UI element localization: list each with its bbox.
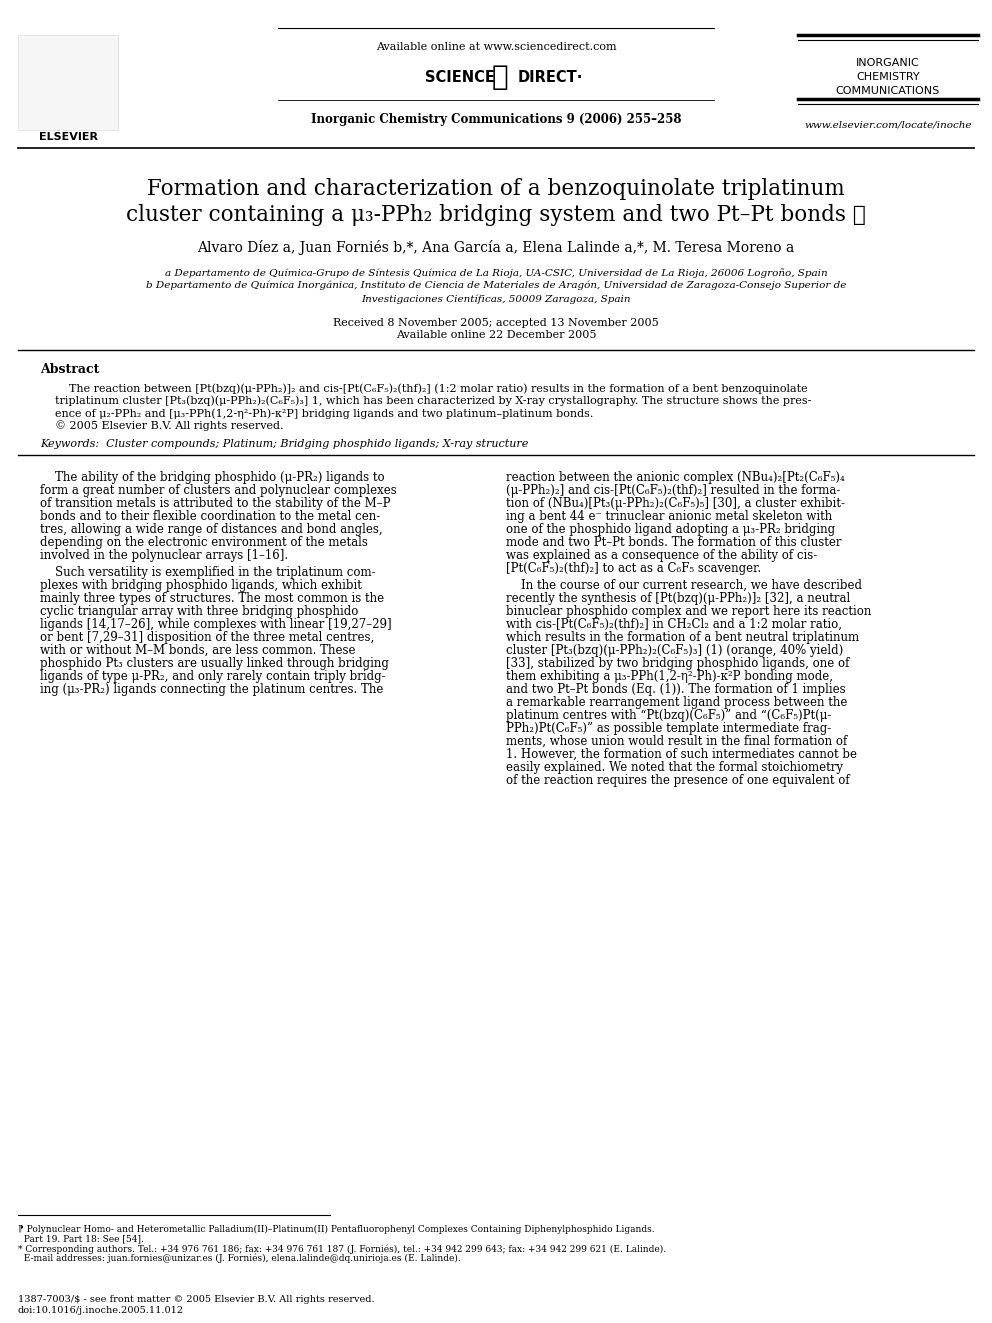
Text: Received 8 November 2005; accepted 13 November 2005: Received 8 November 2005; accepted 13 No… <box>333 318 659 328</box>
Text: INORGANIC: INORGANIC <box>856 58 920 67</box>
Text: www.elsevier.com/locate/inoche: www.elsevier.com/locate/inoche <box>805 120 972 130</box>
Text: ligands of type μ-PR₂, and only rarely contain triply bridg-: ligands of type μ-PR₂, and only rarely c… <box>40 669 386 683</box>
Text: ing (μ₃-PR₂) ligands connecting the platinum centres. The: ing (μ₃-PR₂) ligands connecting the plat… <box>40 683 383 696</box>
Text: ing a bent 44 e⁻ trinuclear anionic metal skeleton with: ing a bent 44 e⁻ trinuclear anionic meta… <box>506 509 832 523</box>
Text: was explained as a consequence of the ability of cis-: was explained as a consequence of the ab… <box>506 549 817 562</box>
Text: ⁋ Polynuclear Homo- and Heterometallic Palladium(II)–Platinum(II) Pentafluorophe: ⁋ Polynuclear Homo- and Heterometallic P… <box>18 1225 655 1234</box>
Text: ence of μ₂-PPh₂ and [μ₃-PPh(1,2-η²-Ph)-κ²P] bridging ligands and two platinum–pl: ence of μ₂-PPh₂ and [μ₃-PPh(1,2-η²-Ph)-κ… <box>55 407 593 418</box>
Text: Formation and characterization of a benzoquinolate triplatinum: Formation and characterization of a benz… <box>147 179 845 200</box>
Text: binuclear phosphido complex and we report here its reaction: binuclear phosphido complex and we repor… <box>506 605 871 618</box>
Text: DIRECT·: DIRECT· <box>518 70 583 85</box>
Text: platinum centres with “Pt(bzq)(C₆F₅)” and “(C₆F₅)Pt(μ-: platinum centres with “Pt(bzq)(C₆F₅)” an… <box>506 709 831 722</box>
Text: CHEMISTRY: CHEMISTRY <box>856 71 920 82</box>
Text: one of the phosphido ligand adopting a μ₃-PR₂ bridging: one of the phosphido ligand adopting a μ… <box>506 523 835 536</box>
Text: Part 19. Part 18: See [54].: Part 19. Part 18: See [54]. <box>18 1234 144 1244</box>
Text: which results in the formation of a bent neutral triplatinum: which results in the formation of a bent… <box>506 631 859 644</box>
Text: cluster containing a μ₃-PPh₂ bridging system and two Pt–Pt bonds ☆: cluster containing a μ₃-PPh₂ bridging sy… <box>126 204 866 226</box>
Text: a remarkable rearrangement ligand process between the: a remarkable rearrangement ligand proces… <box>506 696 847 709</box>
Text: cyclic triangular array with three bridging phosphido: cyclic triangular array with three bridg… <box>40 605 358 618</box>
Text: triplatinum cluster [Pt₃(bzq)(μ-PPh₂)₂(C₆F₅)₃] 1, which has been characterized b: triplatinum cluster [Pt₃(bzq)(μ-PPh₂)₂(C… <box>55 396 811 406</box>
Text: them exhibiting a μ₃-PPh(1,2-η²-Ph)-κ²P bonding mode,: them exhibiting a μ₃-PPh(1,2-η²-Ph)-κ²P … <box>506 669 833 683</box>
Text: of the reaction requires the presence of one equivalent of: of the reaction requires the presence of… <box>506 774 849 787</box>
Text: of transition metals is attributed to the stability of the M–P: of transition metals is attributed to th… <box>40 497 391 509</box>
Text: E-mail addresses: juan.fornies@unizar.es (J. Forniés), elena.lalinde@dq.unirioja: E-mail addresses: juan.fornies@unizar.es… <box>18 1253 460 1263</box>
Text: ELSEVIER: ELSEVIER <box>39 132 97 142</box>
Text: 1387-7003/$ - see front matter © 2005 Elsevier B.V. All rights reserved.: 1387-7003/$ - see front matter © 2005 El… <box>18 1295 375 1304</box>
Text: Alvaro Díez a, Juan Forniés b,*, Ana García a, Elena Lalinde a,*, M. Teresa More: Alvaro Díez a, Juan Forniés b,*, Ana Gar… <box>197 239 795 255</box>
Text: SCIENCE: SCIENCE <box>425 70 495 85</box>
Text: plexes with bridging phosphido ligands, which exhibit: plexes with bridging phosphido ligands, … <box>40 579 362 591</box>
Text: tion of (NBu₄)[Pt₃(μ-PPh₂)₂(C₆F₅)₅] [30], a cluster exhibit-: tion of (NBu₄)[Pt₃(μ-PPh₂)₂(C₆F₅)₅] [30]… <box>506 497 845 509</box>
Text: (μ-PPh₂)₂] and cis-[Pt(C₆F₅)₂(thf)₂] resulted in the forma-: (μ-PPh₂)₂] and cis-[Pt(C₆F₅)₂(thf)₂] res… <box>506 484 840 497</box>
Text: depending on the electronic environment of the metals: depending on the electronic environment … <box>40 536 368 549</box>
Text: Such versatility is exemplified in the triplatinum com-: Such versatility is exemplified in the t… <box>40 566 376 579</box>
Text: with cis-[Pt(C₆F₅)₂(thf)₂] in CH₂Cl₂ and a 1:2 molar ratio,: with cis-[Pt(C₆F₅)₂(thf)₂] in CH₂Cl₂ and… <box>506 618 842 631</box>
Text: 1. However, the formation of such intermediates cannot be: 1. However, the formation of such interm… <box>506 747 857 761</box>
Text: Abstract: Abstract <box>40 363 99 376</box>
Text: phosphido Pt₃ clusters are usually linked through bridging: phosphido Pt₃ clusters are usually linke… <box>40 658 389 669</box>
Text: Keywords:  Cluster compounds; Platinum; Bridging phosphido ligands; X-ray struct: Keywords: Cluster compounds; Platinum; B… <box>40 439 529 448</box>
Text: mainly three types of structures. The most common is the: mainly three types of structures. The mo… <box>40 591 384 605</box>
Text: [33], stabilized by two bridging phosphido ligands, one of: [33], stabilized by two bridging phosphi… <box>506 658 849 669</box>
Text: In the course of our current research, we have described: In the course of our current research, w… <box>506 579 862 591</box>
Text: The reaction between [Pt(bzq)(μ-PPh₂)]₂ and cis-[Pt(C₆F₅)₂(thf)₂] (1:2 molar rat: The reaction between [Pt(bzq)(μ-PPh₂)]₂ … <box>55 382 807 393</box>
Text: [Pt(C₆F₅)₂(thf)₂] to act as a C₆F₅ scavenger.: [Pt(C₆F₅)₂(thf)₂] to act as a C₆F₅ scave… <box>506 562 761 576</box>
Text: PPh₂)Pt(C₆F₅)” as possible template intermediate frag-: PPh₂)Pt(C₆F₅)” as possible template inte… <box>506 722 831 736</box>
Text: ⓓ: ⓓ <box>492 64 508 91</box>
Text: © 2005 Elsevier B.V. All rights reserved.: © 2005 Elsevier B.V. All rights reserved… <box>55 421 284 431</box>
Text: ligands [14,17–26], while complexes with linear [19,27–29]: ligands [14,17–26], while complexes with… <box>40 618 392 631</box>
Text: recently the synthesis of [Pt(bzq)(μ-PPh₂)]₂ [32], a neutral: recently the synthesis of [Pt(bzq)(μ-PPh… <box>506 591 850 605</box>
Text: a Departamento de Química-Grupo de Síntesis Química de La Rioja, UA-CSIC, Univer: a Departamento de Química-Grupo de Sínte… <box>165 269 827 278</box>
Text: COMMUNICATIONS: COMMUNICATIONS <box>836 86 940 97</box>
Text: bonds and to their flexible coordination to the metal cen-: bonds and to their flexible coordination… <box>40 509 380 523</box>
Text: tres, allowing a wide range of distances and bond angles,: tres, allowing a wide range of distances… <box>40 523 383 536</box>
Text: mode and two Pt–Pt bonds. The formation of this cluster: mode and two Pt–Pt bonds. The formation … <box>506 536 841 549</box>
Text: b Departamento de Química Inorgánica, Instituto de Ciencia de Materiales de Arag: b Departamento de Química Inorgánica, In… <box>146 280 846 291</box>
Bar <box>18 34 118 130</box>
Text: cluster [Pt₃(bzq)(μ-PPh₂)₂(C₆F₅)₃] (1) (orange, 40% yield): cluster [Pt₃(bzq)(μ-PPh₂)₂(C₆F₅)₃] (1) (… <box>506 644 843 658</box>
Text: * Corresponding authors. Tel.: +34 976 761 186; fax: +34 976 761 187 (J. Forniés: * Corresponding authors. Tel.: +34 976 7… <box>18 1244 666 1253</box>
Text: or bent [7,29–31] disposition of the three metal centres,: or bent [7,29–31] disposition of the thr… <box>40 631 374 644</box>
Text: The ability of the bridging phosphido (μ-PR₂) ligands to: The ability of the bridging phosphido (μ… <box>40 471 385 484</box>
Text: Available online 22 December 2005: Available online 22 December 2005 <box>396 329 596 340</box>
Text: easily explained. We noted that the formal stoichiometry: easily explained. We noted that the form… <box>506 761 843 774</box>
Text: form a great number of clusters and polynuclear complexes: form a great number of clusters and poly… <box>40 484 397 497</box>
Text: Available online at www.sciencedirect.com: Available online at www.sciencedirect.co… <box>376 42 616 52</box>
Text: with or without M–M bonds, are less common. These: with or without M–M bonds, are less comm… <box>40 644 355 658</box>
Text: reaction between the anionic complex (NBu₄)₂[Pt₂(C₆F₅)₄: reaction between the anionic complex (NB… <box>506 471 845 484</box>
Text: and two Pt–Pt bonds (Eq. (1)). The formation of 1 implies: and two Pt–Pt bonds (Eq. (1)). The forma… <box>506 683 845 696</box>
Text: Inorganic Chemistry Communications 9 (2006) 255–258: Inorganic Chemistry Communications 9 (20… <box>310 112 682 126</box>
Text: Investigaciones Científicas, 50009 Zaragoza, Spain: Investigaciones Científicas, 50009 Zarag… <box>361 294 631 303</box>
Text: ments, whose union would result in the final formation of: ments, whose union would result in the f… <box>506 736 847 747</box>
Text: doi:10.1016/j.inoche.2005.11.012: doi:10.1016/j.inoche.2005.11.012 <box>18 1306 185 1315</box>
Text: involved in the polynuclear arrays [1–16].: involved in the polynuclear arrays [1–16… <box>40 549 288 562</box>
